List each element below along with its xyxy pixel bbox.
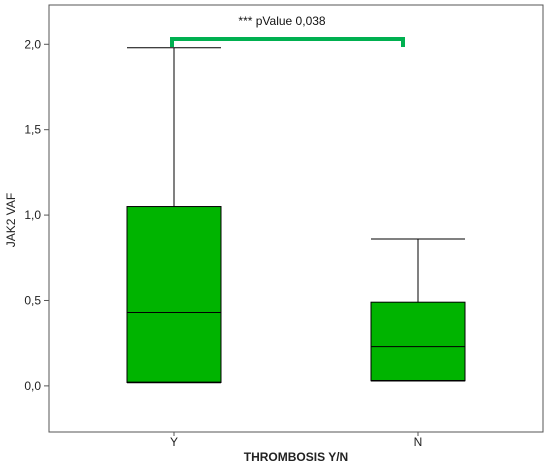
y-axis-title: JAK2 VAF <box>4 193 18 247</box>
y-tick-label-4: 2,0 <box>24 37 41 51</box>
y-tick-label-2: 1,0 <box>24 208 41 222</box>
box-Y <box>126 47 222 384</box>
x-tick-label-0: Y <box>170 435 178 449</box>
plot-area <box>48 4 544 433</box>
y-tick-label-0: 0,0 <box>24 379 41 393</box>
box-body-Y <box>126 206 222 383</box>
box-series <box>126 47 466 384</box>
y-tick-label-3: 1,5 <box>24 123 41 137</box>
significance-bracket <box>170 37 405 47</box>
x-tick-label-1: N <box>414 435 423 449</box>
box-N <box>370 238 466 382</box>
significance-annotation: *** pValue 0,038 <box>170 14 405 47</box>
x-axis-title: THROMBOSIS Y/N <box>244 450 348 464</box>
significance-label: *** pValue 0,038 <box>238 14 326 28</box>
box-body-N <box>370 301 466 382</box>
y-axis: 0,0 0,5 1,0 1,5 2,0 <box>24 37 49 393</box>
y-tick-label-1: 0,5 <box>24 293 41 307</box>
